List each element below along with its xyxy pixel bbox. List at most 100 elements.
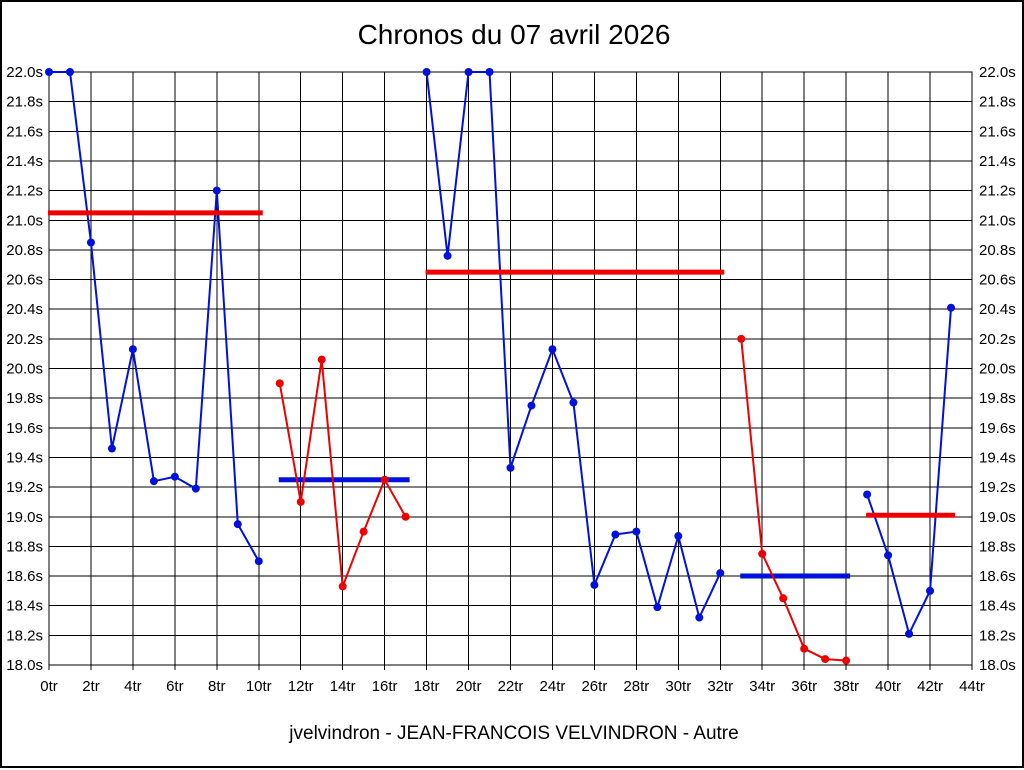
y-tick-label-left: 20.6s <box>6 272 43 289</box>
x-tick-label: 24tr <box>540 678 566 695</box>
x-tick-label: 12tr <box>288 678 314 695</box>
data-point <box>380 475 389 484</box>
data-point <box>905 629 914 638</box>
y-tick-label-right: 19.6s <box>979 420 1016 437</box>
y-tick-label-left: 21.0s <box>6 212 43 229</box>
x-tick-label: 34tr <box>749 678 775 695</box>
x-tick-label: 10tr <box>246 678 272 695</box>
y-tick-label-left: 18.8s <box>6 538 43 555</box>
data-point <box>254 557 263 566</box>
y-tick-label-left: 21.6s <box>6 123 43 140</box>
data-point <box>443 251 452 260</box>
y-tick-label-right: 20.6s <box>979 272 1016 289</box>
y-tick-label-right: 18.8s <box>979 538 1016 555</box>
data-point <box>884 551 893 560</box>
x-tick-label: 38tr <box>833 678 859 695</box>
data-point <box>842 656 851 665</box>
y-tick-label-right: 21.2s <box>979 183 1016 200</box>
y-tick-label-right: 20.0s <box>979 361 1016 378</box>
data-point <box>947 303 956 312</box>
data-point <box>485 68 494 76</box>
data-point <box>737 334 746 343</box>
y-tick-label-left: 18.6s <box>6 568 43 585</box>
data-point <box>422 68 431 76</box>
data-point <box>716 569 725 578</box>
data-point <box>758 549 767 558</box>
y-tick-label-right: 21.8s <box>979 94 1016 111</box>
y-tick-label-left: 19.0s <box>6 509 43 526</box>
y-tick-label-left: 22.0s <box>6 64 43 81</box>
data-point <box>779 594 788 603</box>
data-point <box>107 444 116 453</box>
y-tick-label-left: 20.2s <box>6 331 43 348</box>
axis-labels: 18.0s 18.0s 18.2s 18.2s 18.4s 18.4s 18.6s 18.6s… <box>6 64 1015 695</box>
data-point <box>527 401 536 410</box>
data-point <box>149 477 158 486</box>
data-point <box>926 586 935 595</box>
data-point <box>86 238 95 247</box>
data-point <box>275 379 284 388</box>
data-point <box>317 355 326 364</box>
y-tick-label-right: 19.2s <box>979 479 1016 496</box>
data-point <box>401 512 410 521</box>
data-point <box>653 603 662 612</box>
y-tick-label-right: 22.0s <box>979 64 1016 81</box>
y-tick-label-left: 21.8s <box>6 94 43 111</box>
data-point <box>863 490 872 499</box>
y-tick-label-right: 19.4s <box>979 449 1016 466</box>
y-tick-label-left: 20.8s <box>6 242 43 259</box>
y-tick-label-left: 21.4s <box>6 153 43 170</box>
y-tick-label-left: 20.4s <box>6 301 43 318</box>
chrono-segment-4-line <box>740 338 847 662</box>
data-point <box>800 644 809 653</box>
data-point <box>506 463 515 472</box>
x-tick-label: 6tr <box>166 678 184 695</box>
y-tick-label-left: 19.6s <box>6 420 43 437</box>
y-tick-label-left: 19.2s <box>6 479 43 496</box>
x-tick-label: 20tr <box>456 678 482 695</box>
y-tick-label-left: 20.0s <box>6 361 43 378</box>
data-point <box>590 580 599 589</box>
y-tick-label-left: 18.4s <box>6 598 43 615</box>
data-point <box>212 186 221 195</box>
data-point <box>548 345 557 354</box>
y-tick-label-right: 19.8s <box>979 390 1016 407</box>
y-tick-label-right: 21.4s <box>979 153 1016 170</box>
grid <box>48 71 973 670</box>
data-point <box>296 497 305 506</box>
data-point <box>233 520 242 529</box>
data-point <box>45 68 53 76</box>
chrono-segment-1-line <box>49 71 260 562</box>
y-tick-label-left: 19.8s <box>6 390 43 407</box>
data-point <box>632 527 641 536</box>
x-tick-label: 18tr <box>414 678 440 695</box>
chrono-segment-5-line <box>866 307 953 635</box>
data-point <box>65 68 74 76</box>
y-tick-label-right: 21.0s <box>979 212 1016 229</box>
y-tick-label-left: 21.2s <box>6 183 43 200</box>
y-tick-label-left: 18.2s <box>6 627 43 644</box>
x-tick-label: 14tr <box>330 678 356 695</box>
y-tick-label-right: 18.0s <box>979 657 1016 674</box>
x-tick-label: 8tr <box>208 678 226 695</box>
x-tick-label: 26tr <box>581 678 607 695</box>
data-point <box>338 582 347 591</box>
y-tick-label-right: 20.8s <box>979 242 1016 259</box>
x-tick-label: 16tr <box>372 678 398 695</box>
x-tick-label: 28tr <box>623 678 649 695</box>
x-tick-label: 30tr <box>665 678 691 695</box>
y-tick-label-left: 19.4s <box>6 449 43 466</box>
data-point <box>611 530 620 539</box>
y-tick-label-left: 18.0s <box>6 657 43 674</box>
y-tick-label-right: 20.2s <box>979 331 1016 348</box>
y-tick-label-right: 18.4s <box>979 598 1016 615</box>
x-tick-label: 40tr <box>875 678 901 695</box>
x-tick-label: 0tr <box>40 678 58 695</box>
chart-caption: jvelvindron - JEAN-FRANCOIS VELVINDRON -… <box>289 723 739 744</box>
y-tick-label-right: 18.6s <box>979 568 1016 585</box>
data-point <box>674 532 683 541</box>
data-point <box>821 655 830 664</box>
y-tick-label-right: 19.0s <box>979 509 1016 526</box>
x-tick-label: 42tr <box>917 678 943 695</box>
